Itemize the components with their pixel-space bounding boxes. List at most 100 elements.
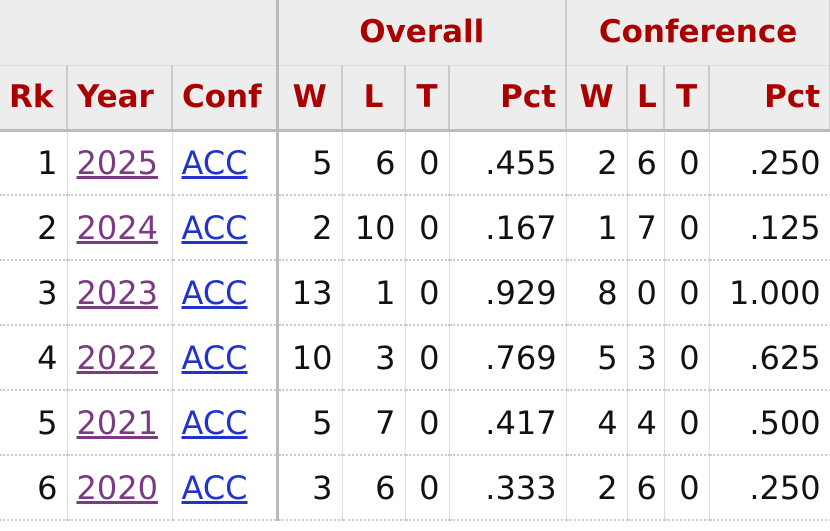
- table-cell: 4: [566, 390, 628, 456]
- table-cell: 2023: [67, 260, 173, 326]
- header-row: Rk Year Conf W L T Pct W L T Pct: [0, 65, 830, 132]
- table-cell: 10: [277, 325, 343, 391]
- table-cell: 1: [0, 130, 68, 196]
- table-cell: 3: [342, 325, 406, 391]
- table-cell: 6: [0, 455, 68, 521]
- table-cell: ACC: [172, 195, 279, 261]
- table-cell: 0: [664, 455, 710, 521]
- table-cell: ACC: [172, 325, 279, 391]
- blank-header: [0, 0, 279, 66]
- column-header: Pct: [449, 65, 568, 132]
- table-cell: 3: [627, 325, 665, 391]
- table-cell: 2: [0, 195, 68, 261]
- year-link[interactable]: 2020: [76, 468, 158, 507]
- table-cell: 0: [664, 130, 710, 196]
- table-cell: 1.000: [709, 260, 830, 326]
- column-header: W: [566, 65, 629, 132]
- table-cell: 0: [405, 455, 450, 521]
- conf-link[interactable]: ACC: [181, 403, 248, 442]
- table-cell: .250: [709, 130, 830, 196]
- table-cell: 6: [342, 130, 406, 196]
- table-cell: .333: [449, 455, 567, 521]
- column-header: W: [277, 65, 343, 132]
- year-link[interactable]: 2025: [76, 143, 158, 182]
- table-cell: 0: [405, 260, 450, 326]
- table-cell: 2022: [67, 325, 173, 391]
- table-cell: 6: [627, 130, 665, 196]
- column-header: Rk: [0, 65, 68, 132]
- table-cell: 0: [405, 130, 450, 196]
- column-header: Conf: [172, 65, 279, 132]
- year-link[interactable]: 2023: [76, 273, 158, 312]
- table-cell: 10: [342, 195, 406, 261]
- column-header: L: [627, 65, 666, 132]
- year-link[interactable]: 2021: [76, 403, 158, 442]
- table-cell: .455: [449, 130, 567, 196]
- table-cell: 2020: [67, 455, 173, 521]
- table-body: 1 2025 ACC 5 6 0.455 2 6 0.250 2 2024 ACC 2 10 0.167 1 7…: [0, 130, 830, 521]
- table-cell: 2025: [67, 130, 173, 196]
- table-cell: 2024: [67, 195, 173, 261]
- column-header: L: [342, 65, 406, 132]
- table-cell: 0: [664, 195, 710, 261]
- table-row: 6 2020 ACC 3 6 0.333 2 6 0.250: [0, 455, 830, 521]
- table-cell: 13: [277, 260, 343, 326]
- table-cell: 7: [627, 195, 665, 261]
- table-cell: 5: [566, 325, 628, 391]
- table-cell: 5: [0, 390, 68, 456]
- table-cell: 6: [342, 455, 406, 521]
- table-cell: 6: [627, 455, 665, 521]
- table-cell: 0: [664, 390, 710, 456]
- table-cell: 0: [405, 390, 450, 456]
- conf-link[interactable]: ACC: [181, 143, 248, 182]
- column-header: T: [664, 65, 711, 132]
- table-cell: 4: [0, 325, 68, 391]
- table-cell: ACC: [172, 260, 279, 326]
- table-row: 2 2024 ACC 2 10 0.167 1 7 0.125: [0, 195, 830, 261]
- table-cell: .625: [709, 325, 830, 391]
- year-link[interactable]: 2022: [76, 338, 158, 377]
- table-cell: 3: [0, 260, 68, 326]
- year-link[interactable]: 2024: [76, 208, 158, 247]
- table-cell: .417: [449, 390, 567, 456]
- group-header: Overall: [277, 0, 568, 66]
- table-cell: 7: [342, 390, 406, 456]
- column-header: Year: [67, 65, 173, 132]
- table-cell: .125: [709, 195, 830, 261]
- table-row: 1 2025 ACC 5 6 0.455 2 6 0.250: [0, 130, 830, 196]
- group-header: Conference: [566, 0, 830, 66]
- table-cell: 4: [627, 390, 665, 456]
- table-cell: .167: [449, 195, 567, 261]
- table-cell: 0: [627, 260, 665, 326]
- table-row: 3 2023 ACC 13 1 0.929 8 0 0 1.000: [0, 260, 830, 326]
- table-cell: 0: [664, 260, 710, 326]
- table-cell: 0: [405, 195, 450, 261]
- table-row: 4 2022 ACC 10 3 0.769 5 3 0.625: [0, 325, 830, 391]
- group-header-row: Overall Conference: [0, 0, 830, 66]
- table-cell: 3: [277, 455, 343, 521]
- table-cell: 1: [566, 195, 628, 261]
- table-cell: 8: [566, 260, 628, 326]
- conf-link[interactable]: ACC: [181, 208, 248, 247]
- table-row: 5 2021 ACC 5 7 0.417 4 4 0.500: [0, 390, 830, 456]
- column-header: Pct: [709, 65, 830, 132]
- table-cell: 5: [277, 390, 343, 456]
- table-cell: 5: [277, 130, 343, 196]
- table-cell: 2021: [67, 390, 173, 456]
- column-header: T: [405, 65, 450, 132]
- table-cell: ACC: [172, 130, 279, 196]
- table-cell: .500: [709, 390, 830, 456]
- table-cell: .250: [709, 455, 830, 521]
- table-cell: .929: [449, 260, 567, 326]
- table-cell: 0: [405, 325, 450, 391]
- conf-link[interactable]: ACC: [181, 468, 248, 507]
- table-cell: 2: [566, 130, 628, 196]
- conf-link[interactable]: ACC: [181, 273, 248, 312]
- table-cell: 0: [664, 325, 710, 391]
- table-cell: ACC: [172, 390, 279, 456]
- conf-link[interactable]: ACC: [181, 338, 248, 377]
- table-cell: 2: [277, 195, 343, 261]
- table-cell: 2: [566, 455, 628, 521]
